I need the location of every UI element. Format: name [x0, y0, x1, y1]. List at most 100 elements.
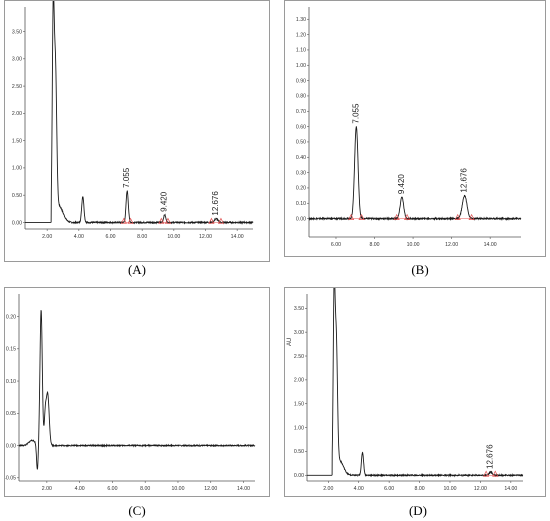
y-tick-label: 0.20 — [6, 314, 16, 320]
caption-c: (C) — [128, 503, 146, 518]
x-tick-label: 12.00 — [445, 242, 458, 248]
y-tick-label: 1.50 — [294, 402, 304, 408]
x-tick-label: 8.00 — [369, 242, 379, 248]
y-unit-label: AU — [287, 338, 293, 346]
x-tick-label: 10.00 — [167, 234, 180, 240]
x-tick-label: 4.00 — [354, 486, 364, 492]
chromatogram-trace — [308, 126, 522, 221]
x-tick-label: 6.00 — [384, 486, 394, 492]
x-tick-label: 6.00 — [107, 486, 117, 492]
integration-marker — [208, 217, 215, 224]
integration-marker — [454, 213, 461, 220]
x-tick-label: 10.00 — [407, 242, 420, 248]
integration-marker — [404, 213, 411, 220]
x-tick-label: 2.00 — [42, 486, 52, 492]
y-tick-label: 1.50 — [12, 138, 22, 144]
peak-label: 7.055 — [122, 167, 131, 188]
chromatogram-panel-d: 0.00 0.50 1.00 1.50 2.00 2.50 3.00 3.50 2.00 4.00… — [284, 287, 546, 497]
x-tick-label: 14.00 — [504, 486, 517, 492]
y-tick-label: 0.50 — [296, 140, 306, 146]
y-tick-label: 1.00 — [294, 425, 304, 431]
x-tick-label: 4.00 — [74, 234, 84, 240]
y-tick-label: 0.10 — [296, 201, 306, 207]
peak-label: 12.676 — [460, 168, 469, 193]
x-tick-label: 4.00 — [75, 486, 85, 492]
x-tick-label: 14.00 — [484, 242, 497, 248]
x-tick-label: 2.00 — [42, 234, 52, 240]
peak-label: 12.676 — [211, 191, 220, 216]
chromatogram-trace — [331, 288, 524, 478]
y-tick-label: 1.20 — [296, 32, 306, 38]
y-tick-label: 0.50 — [12, 193, 22, 199]
y-tick-label: 0.60 — [296, 124, 306, 130]
y-tick-label: 0.15 — [6, 347, 16, 353]
chart-d-svg: 0.00 0.50 1.00 1.50 2.00 2.50 3.00 3.50 2.00 4.00… — [287, 288, 524, 492]
integration-marker — [158, 217, 165, 224]
y-tick-label: 1.00 — [296, 63, 306, 69]
y-tick-label: 2.00 — [12, 111, 22, 117]
caption-b: (B) — [411, 262, 429, 277]
integration-marker — [127, 217, 134, 224]
y-tick-label: 2.50 — [12, 84, 22, 90]
y-tick-label: 0.70 — [296, 109, 306, 115]
chart-a-svg: 0.00 0.50 1.00 1.50 2.00 2.50 3.00 3.50 2.00 4.00… — [12, 1, 254, 240]
y-tick-label: 1.00 — [12, 166, 22, 172]
y-tick-label: 0.00 — [294, 473, 304, 479]
y-tick-label: 3.00 — [12, 57, 22, 63]
x-tick-label: 12.00 — [204, 486, 217, 492]
chromatogram-panel-b: 0.00 0.10 0.20 0.30 0.40 0.50 0.60 0.70 0.80 0.90… — [284, 0, 546, 257]
y-tick-label: 0.30 — [296, 170, 306, 176]
integration-marker — [358, 213, 365, 220]
x-tick-label: 6.00 — [105, 234, 115, 240]
chromatogram-panel-c: -0.05 0.00 0.05 0.10 0.15 0.20 2.00 4.00 6.00 8.0… — [4, 287, 270, 497]
chromatogram-trace — [50, 1, 254, 225]
y-tick-label: 1.30 — [296, 17, 306, 23]
integration-marker — [348, 213, 355, 220]
integration-marker — [492, 470, 499, 477]
x-tick-label: 12.00 — [199, 234, 212, 240]
y-tick-label: 3.50 — [294, 306, 304, 312]
chromatogram-trace — [18, 310, 256, 470]
x-tick-label: 14.00 — [231, 234, 244, 240]
y-tick-label: 3.50 — [12, 29, 22, 35]
y-tick-label: 0.00 — [6, 443, 16, 449]
integration-marker — [217, 217, 225, 224]
x-tick-label: 8.00 — [137, 234, 147, 240]
x-tick-label: 10.00 — [443, 486, 456, 492]
y-tick-label: 0.50 — [294, 449, 304, 455]
integration-marker — [393, 213, 400, 220]
integration-marker — [468, 213, 475, 220]
y-tick-label: 0.90 — [296, 78, 306, 84]
y-tick-label: 0.00 — [12, 220, 22, 226]
y-tick-label: 2.00 — [294, 378, 304, 384]
chromatogram-panel-a: 0.00 0.50 1.00 1.50 2.00 2.50 3.00 3.50 2.00 4.00… — [4, 0, 270, 262]
integration-marker — [120, 217, 127, 224]
chart-c-svg: -0.05 0.00 0.05 0.10 0.15 0.20 2.00 4.00 6.00 8.0… — [5, 294, 256, 492]
y-tick-label: 0.05 — [6, 411, 16, 417]
x-tick-label: 8.00 — [140, 486, 150, 492]
x-tick-label: 2.00 — [323, 486, 333, 492]
y-tick-label: -0.05 — [5, 476, 16, 482]
peak-label: 9.420 — [397, 174, 406, 195]
integration-marker — [483, 470, 490, 477]
x-tick-label: 14.00 — [237, 486, 250, 492]
x-tick-label: 10.00 — [171, 486, 184, 492]
peak-label: 7.055 — [351, 103, 360, 124]
caption-a: (A) — [127, 262, 147, 277]
y-tick-label: 0.80 — [296, 94, 306, 100]
y-tick-label: 0.20 — [296, 186, 306, 192]
y-tick-label: 0.40 — [296, 155, 306, 161]
y-tick-label: 0.00 — [296, 216, 306, 222]
peak-label: 9.420 — [160, 191, 169, 212]
x-tick-label: 8.00 — [415, 486, 425, 492]
y-tick-label: 3.00 — [294, 330, 304, 336]
caption-d: (D) — [408, 503, 428, 518]
x-tick-label: 12.00 — [474, 486, 487, 492]
x-tick-label: 6.00 — [331, 242, 341, 248]
integration-marker — [164, 217, 172, 224]
y-tick-label: 2.50 — [294, 354, 304, 360]
y-tick-label: 1.10 — [296, 48, 306, 54]
y-tick-label: 0.10 — [6, 379, 16, 385]
peak-label: 12.676 — [486, 444, 495, 469]
chart-b-svg: 0.00 0.10 0.20 0.30 0.40 0.50 0.60 0.70 0.80 0.90… — [296, 7, 522, 248]
